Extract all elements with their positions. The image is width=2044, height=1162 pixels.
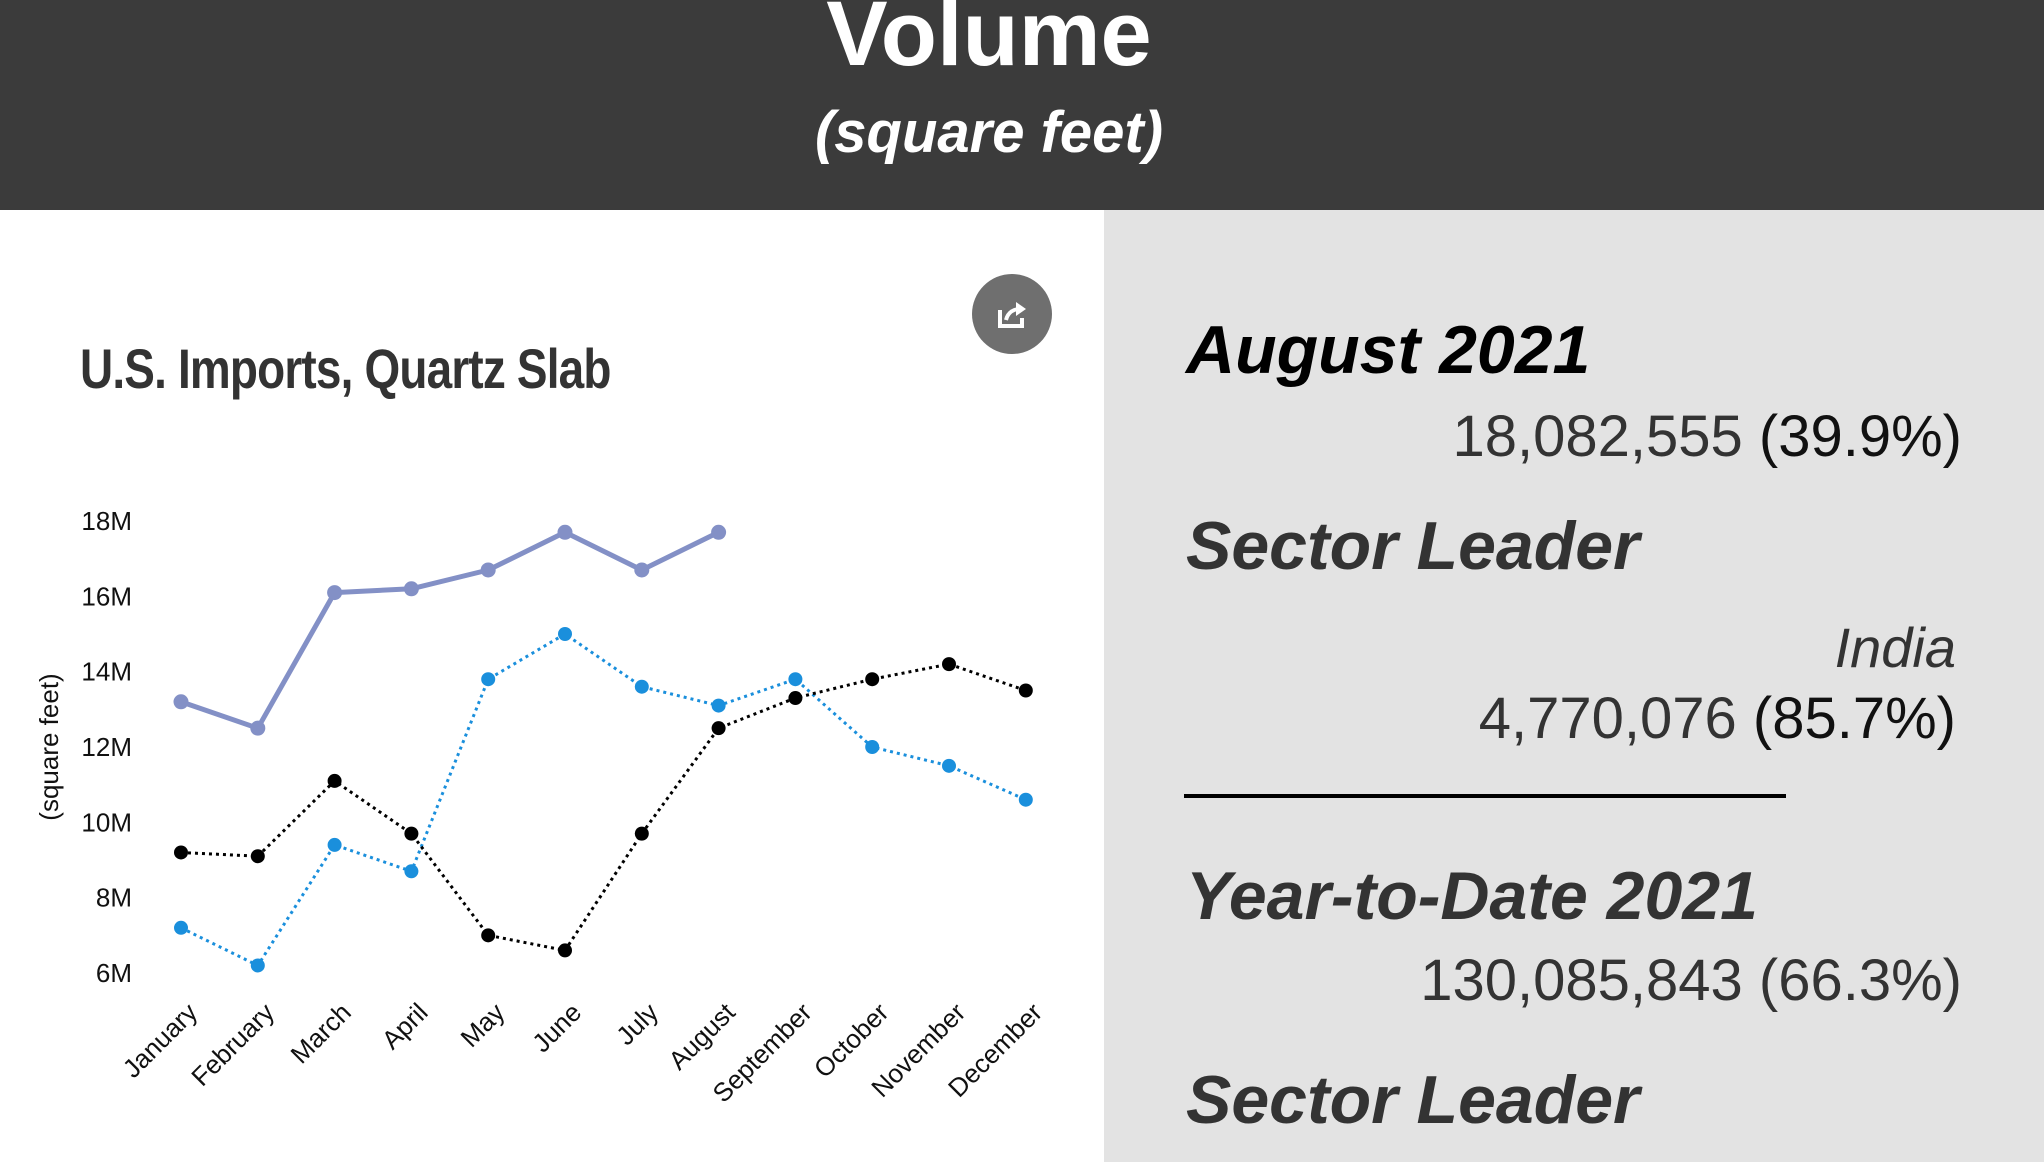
data-point[interactable] [558, 627, 572, 641]
sector-leader-country: India [1834, 616, 1956, 679]
data-point[interactable] [480, 562, 496, 578]
month-volume-percent: (39.9%) [1758, 404, 1962, 469]
sector-leader-volume-value: 4,770,076 [1478, 686, 1737, 751]
ytd-volume-percent: (66.3%) [1758, 948, 1962, 1013]
data-point[interactable] [481, 928, 496, 943]
chart-panel [0, 210, 1104, 1162]
sector-leader-volume-percent: (85.7%) [1752, 686, 1956, 751]
month-heading: August 2021 [1186, 312, 1591, 388]
data-point[interactable] [327, 837, 342, 852]
page-subtitle: (square feet) [814, 100, 1164, 165]
data-point[interactable] [1018, 683, 1033, 698]
series-line [180, 529, 720, 731]
sector-leader-volume: 4,770,076 (85.7%) [1479, 690, 1956, 748]
y-tick-label: 8M [96, 883, 132, 913]
data-point[interactable] [788, 691, 803, 706]
data-point[interactable] [557, 524, 573, 540]
data-point[interactable] [711, 698, 726, 713]
x-tick-label: February [185, 997, 280, 1092]
y-axis-label: (square feet) [34, 673, 64, 820]
data-point[interactable] [173, 694, 189, 710]
data-point[interactable] [174, 920, 188, 935]
data-point[interactable] [634, 826, 649, 841]
share-icon [998, 302, 1026, 328]
data-point[interactable] [327, 585, 343, 601]
page-header: Volume (square feet) [0, 0, 2044, 210]
ytd-heading: Year-to-Date 2021 [1186, 858, 1758, 934]
data-point[interactable] [1018, 792, 1033, 807]
month-volume-value: 18,082,555 [1452, 404, 1743, 469]
data-point[interactable] [404, 826, 419, 841]
sector-leader-heading: Sector Leader [1186, 508, 1640, 584]
stats-divider [1184, 794, 1786, 798]
x-tick-label: March [285, 997, 357, 1069]
data-point[interactable] [942, 758, 956, 773]
data-point[interactable] [711, 721, 726, 736]
data-point[interactable] [711, 524, 727, 540]
chart-title: U.S. Imports, Quartz Slab [80, 337, 611, 400]
data-point[interactable] [865, 672, 880, 687]
data-point[interactable] [481, 672, 496, 687]
ytd-volume-value: 130,085,843 [1420, 948, 1743, 1013]
data-point[interactable] [634, 679, 649, 694]
data-point[interactable] [942, 657, 956, 672]
x-tick-label: July [610, 997, 664, 1051]
y-tick-label: 12M [81, 732, 132, 762]
y-tick-label: 14M [81, 657, 132, 687]
data-point[interactable] [250, 958, 265, 973]
data-point[interactable] [788, 672, 803, 687]
data-point[interactable] [250, 720, 266, 736]
page-title: Volume [826, 0, 1152, 85]
data-point[interactable] [250, 849, 265, 864]
data-point[interactable] [865, 740, 880, 754]
x-tick-label: June [526, 997, 587, 1058]
ytd-volume: 130,085,843 (66.3%) [1420, 952, 1962, 1010]
data-point[interactable] [634, 562, 650, 578]
data-point[interactable] [404, 864, 419, 879]
x-tick-label: May [454, 997, 510, 1053]
y-tick-label: 10M [81, 807, 132, 837]
share-button[interactable] [972, 274, 1052, 354]
data-point[interactable] [403, 581, 419, 597]
series-line [180, 632, 1027, 968]
stats-panel: August 2021 18,082,555 (39.9%) Sector Le… [1104, 210, 2044, 1162]
month-volume: 18,082,555 (39.9%) [1452, 408, 1962, 466]
data-point[interactable] [558, 943, 572, 958]
x-tick-label: April [376, 997, 434, 1055]
y-tick-label: 16M [81, 581, 132, 611]
data-point[interactable] [327, 773, 342, 788]
ytd-sector-leader-heading: Sector Leader [1186, 1062, 1640, 1138]
y-tick-label: 18M [81, 506, 132, 536]
data-point[interactable] [174, 845, 188, 860]
series-line [180, 662, 1027, 953]
y-tick-label: 6M [96, 958, 132, 988]
